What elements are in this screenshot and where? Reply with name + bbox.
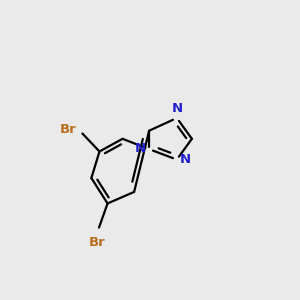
Text: N: N — [135, 142, 146, 154]
Text: N: N — [180, 153, 191, 166]
Text: Br: Br — [60, 123, 77, 136]
Text: Br: Br — [89, 236, 106, 249]
Text: N: N — [171, 101, 182, 115]
